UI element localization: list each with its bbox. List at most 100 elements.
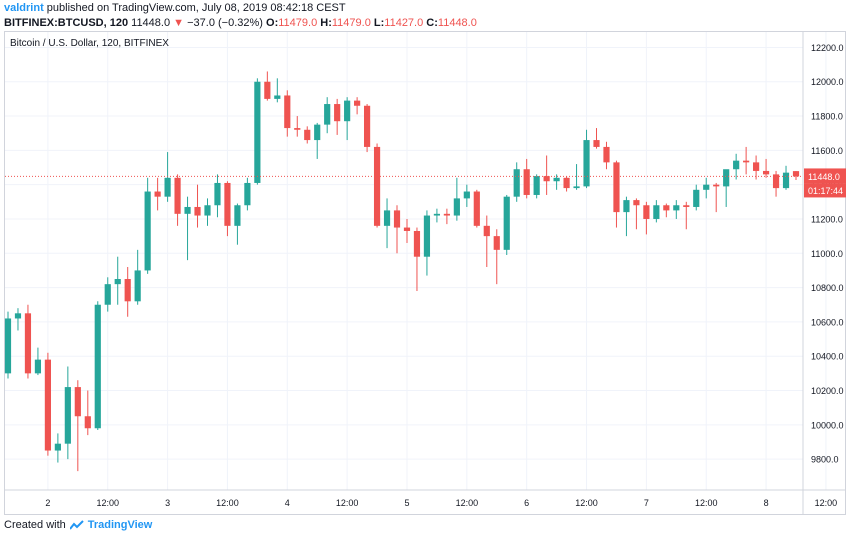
candle-body [583,140,590,187]
candle [314,122,321,159]
candle [373,143,381,228]
candle-body [194,206,201,216]
tradingview-brand-link[interactable]: TradingView [87,519,153,531]
publish-text: published on TradingView.com, July 08, 2… [46,2,346,14]
candle [543,155,550,195]
publish-info: valdrint published on TradingView.com, J… [4,2,346,14]
y-tick-label: 10600.0 [811,317,844,327]
chart-title: Bitcoin / U.S. Dollar, 120, BITFINEX [10,38,169,49]
candle [693,184,700,211]
candle-body [473,191,480,226]
candle-body [324,104,331,125]
candle [683,201,690,230]
candle-body [563,177,570,189]
candle [513,162,520,202]
candle [762,158,770,178]
candle-body [304,129,311,141]
candle-body [393,210,401,228]
candle [144,177,151,274]
candle [14,308,22,331]
candle-body [693,189,700,207]
candle-body [613,162,620,213]
low-label: L: [373,17,385,29]
candle-body [84,416,91,429]
candle [533,174,540,199]
close-label: C: [426,17,438,29]
candle-body [164,177,171,197]
candle-body [264,81,271,99]
candle [174,174,181,226]
candle [523,158,530,199]
candle [493,229,500,285]
candle [703,177,710,199]
x-tick-label: 12:00 [336,498,359,508]
candle [573,164,580,190]
footer: Created with TradingView [4,519,152,531]
change-value: −37.0 (−0.32%) [187,17,263,29]
candle-body [373,146,381,226]
created-with-label: Created with [4,519,66,531]
candle-body [204,205,211,216]
candle [393,205,401,254]
grid-lines [5,32,827,490]
candle [743,146,750,175]
candle-body [643,205,650,219]
candle [204,198,211,226]
countdown-label: 01:17:44 [808,186,843,196]
y-tick-label: 11000.0 [811,249,843,259]
candle-body [344,100,351,122]
author-link[interactable]: valdrint [4,2,44,14]
candle-body [772,174,780,189]
candle [463,184,470,207]
candle [713,182,720,213]
candle [673,200,680,219]
tradingview-logo-icon [68,520,84,530]
candle-body [14,313,22,319]
candle-body [762,170,770,175]
candle-body [114,279,121,285]
candle-body [363,105,371,147]
candle [344,97,351,141]
y-tick-label: 9800.0 [811,455,839,465]
candle [663,203,670,218]
candle-body [453,198,460,216]
candle [94,301,101,430]
candle [603,141,610,170]
candle-body [533,176,540,195]
candle [24,304,32,379]
candle-body [174,177,181,214]
candle [473,189,480,228]
candle [34,347,42,376]
candle [503,194,510,255]
candle [583,129,590,189]
candle [84,390,91,436]
candle [723,169,730,207]
candle-body [493,236,500,250]
candle-body [553,177,560,182]
candle-body [513,169,520,197]
candle [224,181,231,237]
candle-body [144,191,151,271]
candle-body [523,169,530,195]
candle [753,155,760,180]
candle [613,160,620,228]
candle [653,200,660,223]
candle-body [294,128,301,130]
candle-body [254,81,261,183]
x-tick-label: 4 [285,498,290,508]
high-label: H: [320,17,332,29]
x-tick-label: 12:00 [575,498,598,508]
candle [74,380,81,472]
y-tick-label: 10200.0 [811,386,844,396]
candle-body [543,176,550,182]
x-tick-label: 3 [165,498,170,508]
candle-body [44,359,51,451]
candle-body [94,304,101,429]
candle [44,352,51,456]
candle [792,171,800,181]
candle-body [653,205,660,219]
candle-body [733,160,740,170]
candle [54,433,61,463]
last-price-badge [804,168,846,184]
